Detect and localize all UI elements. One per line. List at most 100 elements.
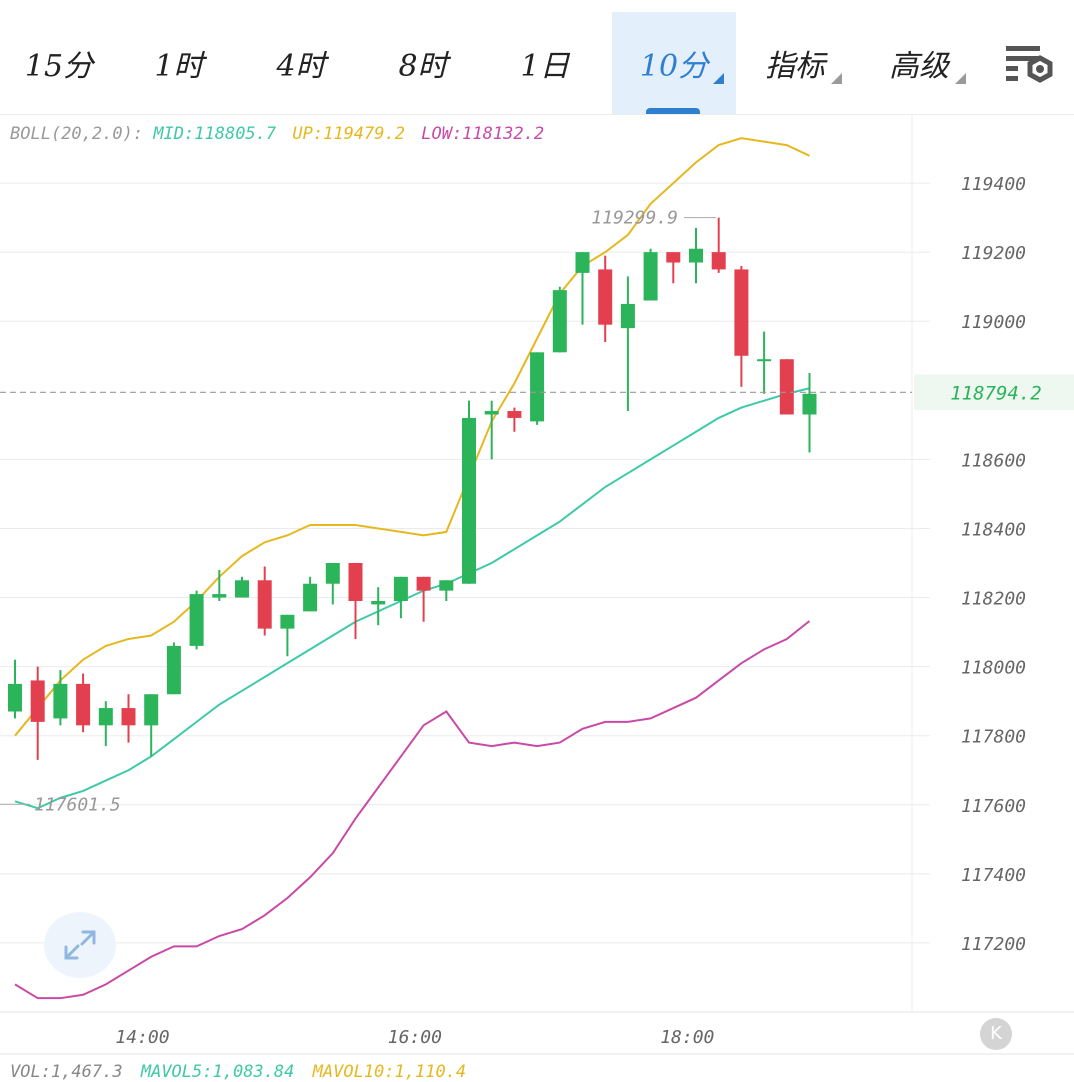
- x-tick-label: 16:00: [388, 1027, 442, 1048]
- candle-body: [552, 290, 567, 353]
- candle: [666, 252, 681, 284]
- tab-5[interactable]: 10分: [612, 12, 736, 114]
- candle: [530, 352, 545, 425]
- candle-body: [575, 252, 590, 273]
- x-tick-label: 14:00: [115, 1027, 169, 1048]
- current-price-label: 118794.2: [950, 382, 1042, 404]
- chart-settings-icon[interactable]: [1000, 40, 1060, 90]
- tab-label: 1日: [520, 49, 570, 84]
- candle: [121, 694, 136, 743]
- candle: [711, 217, 726, 273]
- header-divider: [0, 114, 1074, 115]
- boll-mid-value: MID:118805.7: [153, 124, 277, 144]
- candle: [30, 666, 45, 760]
- candle-body: [348, 563, 363, 601]
- tab-label: 15分: [24, 49, 94, 84]
- candle-body: [507, 411, 522, 418]
- candle: [53, 670, 68, 726]
- candle-body: [757, 359, 772, 362]
- candle-body: [689, 248, 703, 263]
- candle-body: [189, 594, 204, 646]
- candle: [643, 248, 658, 301]
- candle-body: [393, 576, 408, 601]
- expand-arrows-icon: [64, 930, 96, 960]
- candle: [802, 373, 817, 453]
- tab-2[interactable]: 4时: [242, 12, 360, 114]
- y-tick-label: 117800: [961, 727, 1026, 748]
- y-tick-label: 117600: [961, 796, 1026, 817]
- candle-body: [76, 683, 91, 726]
- boll-low-line: [14, 620, 811, 1000]
- candle-body: [8, 683, 22, 712]
- y-tick-label: 119000: [961, 312, 1026, 333]
- candle-body: [598, 269, 613, 325]
- dropdown-triangle-icon: [831, 73, 842, 84]
- candle-body: [98, 708, 113, 726]
- tab-1[interactable]: 1时: [120, 12, 238, 114]
- boll-low-value: LOW:118132.2: [421, 124, 545, 144]
- candle: [779, 359, 794, 415]
- candle: [507, 407, 522, 432]
- candle-body: [166, 645, 181, 695]
- boll-mid-line: [14, 387, 810, 810]
- candle-body: [212, 594, 227, 598]
- y-tick-label: 118000: [961, 658, 1026, 679]
- candle: [393, 576, 408, 619]
- candle-body: [303, 583, 318, 612]
- tab-6[interactable]: 指标: [736, 12, 854, 114]
- candle-body: [620, 303, 635, 329]
- y-tick-label: 119200: [961, 243, 1026, 264]
- candle: [257, 566, 272, 636]
- tab-label: 10分: [639, 49, 709, 84]
- vol-value: VOL:1,467.3: [10, 1062, 123, 1082]
- boll-legend: BOLL(20,2.0): MID:118805.7 UP:119479.2 L…: [10, 124, 544, 144]
- high-price-label: 119299.9: [591, 208, 678, 229]
- candle-body: [121, 708, 136, 726]
- tab-7[interactable]: 高级: [860, 12, 978, 114]
- tab-label: 8时: [398, 49, 448, 84]
- tab-3[interactable]: 8时: [364, 12, 482, 114]
- candle: [98, 701, 113, 747]
- candle-body: [666, 252, 681, 263]
- candle-body: [235, 580, 249, 598]
- candle-body: [280, 614, 295, 629]
- candle: [8, 659, 22, 719]
- x-tick-label: 18:00: [660, 1027, 714, 1048]
- tab-label: 4时: [276, 49, 326, 84]
- candle-body: [484, 411, 499, 415]
- candle-body: [30, 680, 45, 722]
- candle: [757, 331, 772, 394]
- boll-label: BOLL(20,2.0):: [10, 124, 144, 144]
- candle: [325, 563, 340, 605]
- candle: [235, 576, 249, 598]
- candle-body: [643, 252, 658, 301]
- candle: [689, 227, 703, 284]
- mavol10-value: MAVOL10:1,110.4: [312, 1062, 467, 1082]
- candle: [189, 590, 204, 650]
- candle: [598, 255, 613, 342]
- candle-body: [257, 580, 272, 629]
- k-button[interactable]: K: [980, 1018, 1012, 1050]
- mavol5-value: MAVOL5:1,083.84: [140, 1062, 295, 1082]
- candle-body: [371, 600, 386, 605]
- candle-body: [416, 576, 431, 591]
- candle-body: [711, 252, 726, 270]
- y-tick-label: 117400: [961, 865, 1026, 886]
- tab-4[interactable]: 1日: [486, 12, 604, 114]
- tab-0[interactable]: 15分: [0, 12, 118, 114]
- candle: [734, 265, 749, 387]
- tab-label: 高级: [889, 49, 949, 84]
- y-tick-label: 119400: [961, 174, 1026, 195]
- boll-up-line: [14, 137, 810, 737]
- expand-button[interactable]: [44, 912, 116, 978]
- low-price-label: 117601.5: [34, 794, 121, 815]
- candle: [552, 286, 567, 353]
- dropdown-triangle-icon: [713, 73, 724, 84]
- active-tab-indicator: [646, 108, 700, 114]
- y-tick-label: 118200: [961, 589, 1026, 610]
- candle: [575, 252, 590, 325]
- candle: [280, 614, 295, 657]
- candle: [212, 569, 227, 601]
- candle-body: [530, 352, 545, 422]
